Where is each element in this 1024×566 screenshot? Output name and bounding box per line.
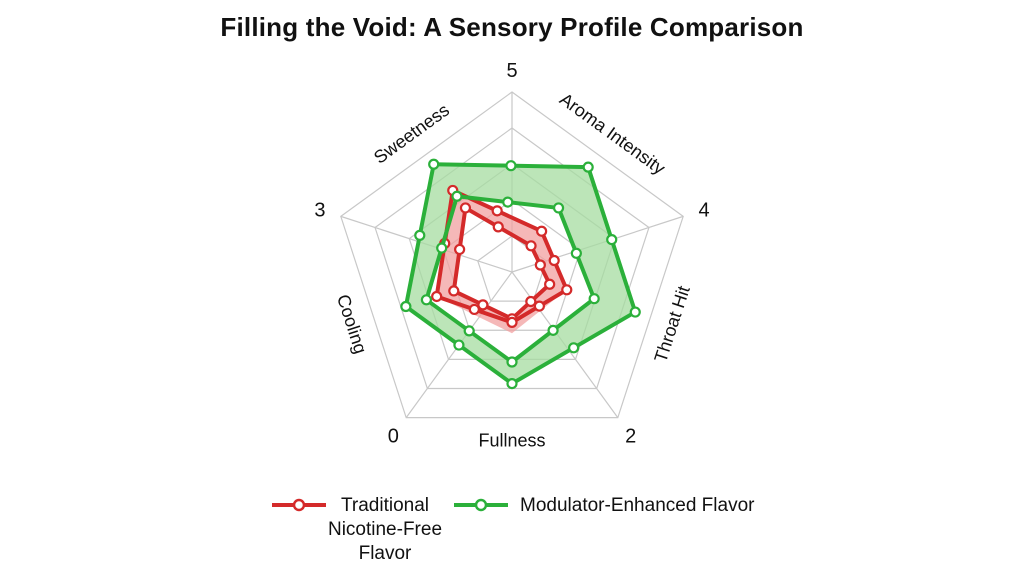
series-1-outer-point-1 (629, 306, 641, 318)
series-0-inner-point-4 (459, 202, 472, 214)
series-0-outer-point-1 (561, 284, 573, 296)
series-1-outer-point-2m (453, 339, 465, 351)
series-0-outer-point-1m (533, 300, 545, 312)
series-1-outer-point-1m (568, 342, 580, 354)
series-1-outer-point-2 (506, 378, 518, 390)
vertex-label-0: 5 (506, 60, 517, 82)
series-0-inner-point-2m (477, 299, 489, 311)
series-lines (400, 158, 641, 390)
series-0-outer-point-3 (431, 290, 443, 303)
vertex-label-4: 3 (314, 200, 325, 222)
series-0-outer-point-0m (548, 254, 560, 267)
series-1-inner-point-4 (451, 190, 463, 202)
series-0-outer-point-2m (468, 303, 480, 316)
series-1-outer-point-3 (400, 300, 412, 313)
series-1-inner-point-0 (552, 202, 565, 214)
series-1-inner-point-1 (588, 293, 600, 305)
series-0-inner-point-3 (448, 285, 460, 297)
axis-label-3: Cooling (333, 292, 371, 356)
series-1-outer-point-3m (414, 229, 426, 241)
series-0-inner-point-3m (454, 243, 466, 256)
vertex-label-1: 4 (699, 200, 710, 222)
series-0-inner-point-4m (492, 221, 504, 233)
series-1-inner-point-2 (506, 356, 518, 368)
series-1-inner-point-3m (436, 242, 448, 254)
series-0-outer-point-4m (491, 205, 503, 217)
series-1-outer-point-0m (606, 234, 618, 246)
legend-swatch-modulator (454, 498, 508, 512)
legend-label-modulator: Modulator-Enhanced Flavor (520, 495, 755, 516)
legend-label-traditional: Traditional Nicotine-Free Flavor (327, 495, 443, 564)
series-1-inner-point-3 (420, 294, 433, 306)
series-0-inner-point-0 (525, 240, 537, 252)
series-1-inner-point-0m (570, 247, 582, 259)
series-1-inner-point-2m (463, 325, 475, 337)
series-0-inner-point-1 (544, 278, 556, 290)
series-1-inner-point-1m (547, 324, 559, 336)
axis-label-4: Sweetness (370, 100, 453, 168)
series-0-outer-point-0 (536, 225, 548, 237)
series-0-outer-point-2 (506, 316, 518, 328)
chart-title: Filling the Void: A Sensory Profile Comp… (220, 12, 804, 42)
series-1-outer-point-4 (428, 158, 440, 170)
series-1-outer-point-0 (582, 161, 594, 173)
vertex-label-2: 2 (625, 425, 636, 447)
series-0-inner-point-0m (534, 259, 546, 271)
series-1-outer-point-4m (505, 160, 517, 172)
legend-swatch-traditional (272, 498, 326, 512)
grid-ring-5 (340, 91, 684, 419)
axis-label-2: Fullness (478, 430, 545, 450)
vertex-label-3: 0 (388, 425, 399, 447)
series-0-inner-point-1m (525, 295, 537, 308)
series-1-inner-point-4m (502, 196, 514, 208)
